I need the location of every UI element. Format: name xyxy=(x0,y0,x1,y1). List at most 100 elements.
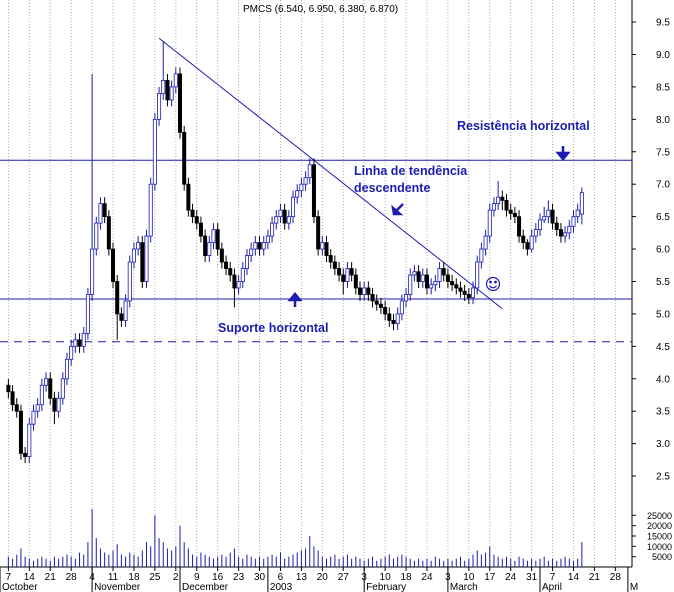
candle-body xyxy=(144,235,149,282)
candle-body xyxy=(424,274,429,289)
y-tick-label: 25000 xyxy=(647,511,672,521)
x-tick-label: 30 xyxy=(254,572,266,583)
y-tick-label: 4.0 xyxy=(656,374,670,385)
candle-body xyxy=(106,216,111,250)
candle-body xyxy=(203,235,208,256)
candle-body xyxy=(94,222,99,250)
candle-body xyxy=(533,229,538,237)
candle-body xyxy=(383,307,388,315)
candle-body xyxy=(307,164,312,179)
candle-body xyxy=(90,248,95,295)
candle-body xyxy=(56,397,61,412)
candle-body xyxy=(177,73,182,133)
candle-body xyxy=(249,248,254,256)
candle-body xyxy=(6,384,11,393)
y-tick-label: 5000 xyxy=(652,552,672,562)
candle-body xyxy=(115,281,120,315)
candle-body xyxy=(433,281,438,286)
y-tick-label: 3.0 xyxy=(656,439,670,450)
x-tick-label: 13 xyxy=(296,572,308,583)
candle-body xyxy=(550,209,555,224)
x-tick-label: 18 xyxy=(128,572,140,583)
x-tick-label: 14 xyxy=(568,572,580,583)
candle-body xyxy=(391,319,396,325)
candle-body xyxy=(198,222,203,237)
annotation: Resistência horizontal xyxy=(457,119,590,133)
candle-body xyxy=(475,261,480,289)
candle-body xyxy=(491,203,496,211)
candle-body xyxy=(353,274,358,289)
candle-body xyxy=(73,339,78,347)
candle-body xyxy=(219,248,224,263)
candle-body xyxy=(232,274,237,289)
x-tick-label: 27 xyxy=(338,572,350,583)
candle-body xyxy=(10,391,15,406)
candle-body xyxy=(399,300,404,315)
x-tick-label: 10 xyxy=(380,572,392,583)
candle-body xyxy=(35,404,40,412)
x-tick-label: 31 xyxy=(526,572,538,583)
candle-body xyxy=(554,222,559,230)
candle-body xyxy=(60,378,65,399)
candle-body xyxy=(404,294,409,302)
candle-body xyxy=(111,248,116,282)
candle-body xyxy=(337,268,342,276)
candle-body xyxy=(508,209,513,214)
candle-body xyxy=(127,261,132,302)
y-tick-label: 8.0 xyxy=(656,115,670,126)
candle-body xyxy=(186,183,191,211)
candle-body xyxy=(286,216,291,224)
candle-body xyxy=(282,209,287,224)
candle-body xyxy=(450,281,455,286)
x-tick-label: 25 xyxy=(149,572,161,583)
candle-body xyxy=(270,222,275,237)
candle-body xyxy=(244,255,249,269)
y-tick-label: 5.0 xyxy=(656,309,670,320)
candle-body xyxy=(538,219,543,230)
candle-body xyxy=(207,242,212,256)
candle-body xyxy=(445,274,450,282)
x-tick-label: 11 xyxy=(108,572,119,583)
candle-body xyxy=(48,378,53,399)
candle-body xyxy=(136,242,141,250)
x-tick-label: 9 xyxy=(194,572,200,583)
candle-body xyxy=(563,232,568,237)
candle-body xyxy=(558,229,563,237)
x-tick-label: 28 xyxy=(610,572,622,583)
month-label: March xyxy=(450,582,478,592)
candle-body xyxy=(441,268,446,276)
candle-body xyxy=(211,229,216,243)
y-tick-label: 7.5 xyxy=(656,147,670,158)
candle-body xyxy=(140,242,145,282)
x-tick-label: 7 xyxy=(6,572,12,583)
x-tick-label: 20 xyxy=(317,572,329,583)
candle-body xyxy=(165,80,170,101)
trendline xyxy=(158,37,503,310)
candle-body xyxy=(525,242,530,250)
candle-body xyxy=(131,248,136,263)
x-tick-label: 2 xyxy=(173,572,179,583)
candle-body xyxy=(31,410,36,425)
x-tick-label: 21 xyxy=(589,572,601,583)
candle-body xyxy=(408,274,413,295)
candle-body xyxy=(69,345,74,360)
candle-body xyxy=(571,216,576,227)
candle-body xyxy=(152,118,157,185)
candle-body xyxy=(119,313,124,321)
candle-body xyxy=(257,242,262,250)
y-tick-label: 8.5 xyxy=(656,82,670,93)
annotation: descendente xyxy=(354,181,430,195)
month-label: April xyxy=(542,582,562,592)
candle-body xyxy=(23,452,28,457)
candle-body xyxy=(332,261,337,269)
candle-body xyxy=(81,332,86,347)
candle-body xyxy=(161,80,166,94)
x-tick-label: 10 xyxy=(463,572,475,583)
candle-body xyxy=(253,242,258,250)
x-tick-label: 28 xyxy=(66,572,78,583)
candle-body xyxy=(265,235,270,243)
x-tick-label: 24 xyxy=(505,572,517,583)
candle-body xyxy=(52,397,57,412)
